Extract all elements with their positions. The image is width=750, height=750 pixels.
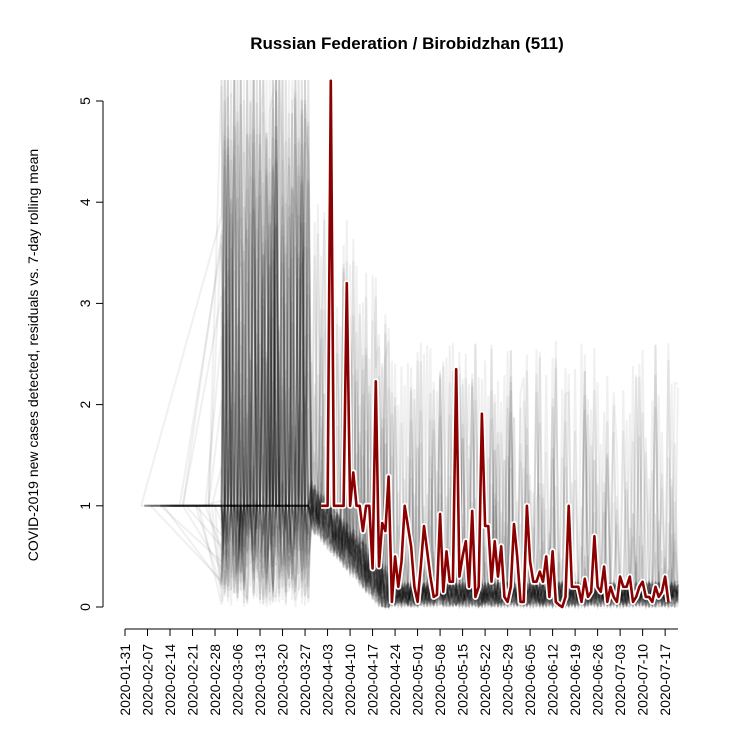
background-series-line — [150, 79, 679, 608]
background-series-line — [144, 79, 678, 609]
y-axis: 0 1 2 3 4 5 — [77, 97, 104, 611]
y-tick-label: 4 — [77, 198, 93, 206]
x-tick-label: 2020-04-10 — [342, 644, 358, 716]
background-series-line — [140, 79, 679, 610]
background-series-line — [189, 363, 679, 610]
background-series-line — [160, 172, 679, 610]
x-tick-label: 2020-02-07 — [140, 644, 156, 716]
x-tick-label: 2020-05-01 — [410, 644, 426, 716]
background-series-line — [198, 79, 679, 611]
y-axis-label: COVID-2019 new cases detected, residuals… — [25, 149, 41, 561]
x-tick-label: 2020-03-13 — [252, 644, 268, 716]
background-series-line — [210, 137, 679, 611]
background-series-line — [202, 79, 679, 609]
x-axis: 2020-01-31 2020-02-07 2020-02-14 2020-02-21… — [117, 628, 678, 716]
background-series-line — [194, 79, 679, 609]
background-series-line — [207, 79, 679, 609]
background-series-line — [173, 79, 679, 610]
background-series-line — [160, 79, 679, 610]
x-tick-label: 2020-06-05 — [522, 644, 538, 716]
x-tick-label: 2020-07-03 — [612, 644, 628, 716]
background-series-line — [220, 121, 679, 609]
background-series-line — [221, 79, 679, 609]
highlight-series-line — [321, 79, 670, 609]
background-series-line — [160, 151, 679, 610]
background-series-line — [160, 134, 679, 611]
x-tick-label: 2020-03-27 — [297, 644, 313, 716]
x-tick-label: 2020-03-06 — [230, 644, 246, 716]
background-series-line — [220, 79, 679, 608]
x-tick-label: 2020-06-19 — [567, 644, 583, 716]
x-tick-label: 2020-05-15 — [455, 644, 471, 716]
y-tick-label: 0 — [77, 603, 93, 611]
y-tick-label: 3 — [77, 299, 93, 307]
background-series-line — [170, 254, 679, 610]
x-tick-label: 2020-04-24 — [387, 644, 403, 716]
x-tick-label: 2020-04-17 — [365, 644, 381, 716]
x-tick-label: 2020-04-03 — [320, 644, 336, 716]
background-series-line — [220, 79, 679, 609]
x-tick-label: 2020-07-17 — [657, 644, 673, 716]
x-tick-label: 2020-07-10 — [635, 644, 651, 716]
highlight-series — [321, 77, 672, 610]
x-tick-label: 2020-01-31 — [117, 644, 133, 716]
x-tick-label: 2020-03-20 — [275, 644, 291, 716]
x-tick-label: 2020-05-22 — [477, 644, 493, 716]
x-tick-label: 2020-06-26 — [590, 644, 606, 716]
chart-title: Russian Federation / Birobidzhan (511) — [250, 34, 564, 53]
background-series-line — [220, 79, 679, 611]
y-tick-label: 1 — [77, 502, 93, 510]
x-tick-label: 2020-05-29 — [500, 644, 516, 716]
background-series-line — [159, 79, 679, 610]
x-tick-label: 2020-06-12 — [545, 644, 561, 716]
background-series-line — [220, 125, 679, 610]
background-series-line — [221, 79, 679, 609]
y-tick-label: 2 — [77, 400, 93, 408]
x-tick-label: 2020-05-08 — [432, 644, 448, 716]
x-tick-label: 2020-02-21 — [185, 644, 201, 716]
x-tick-label: 2020-02-14 — [162, 644, 178, 716]
x-tick-label: 2020-02-28 — [207, 644, 223, 716]
background-series-line — [198, 79, 679, 610]
background-series-line — [163, 79, 679, 609]
y-tick-label: 5 — [77, 97, 93, 105]
